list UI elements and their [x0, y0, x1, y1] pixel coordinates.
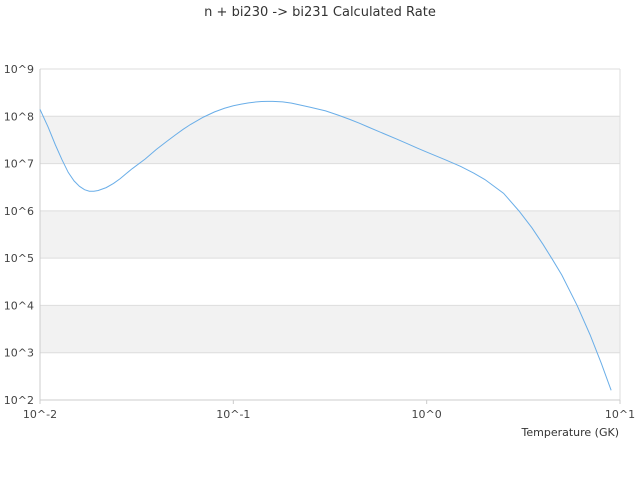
background-band [40, 116, 620, 164]
y-tick-label: 10^8 [4, 110, 34, 123]
y-tick-label: 10^9 [4, 63, 34, 76]
rate-series-line [39, 100, 612, 391]
y-tick-label: 10^5 [4, 252, 34, 265]
x-tick-label: 10^1 [605, 408, 635, 421]
background-band [40, 210, 620, 259]
y-tick-label: 10^3 [4, 347, 34, 360]
axes [39, 69, 621, 404]
x-tick-label: 10^-2 [23, 408, 57, 421]
y-tick-label: 10^6 [4, 205, 34, 218]
x-tick-label: 10^0 [412, 408, 442, 421]
y-tick-label: 10^7 [4, 158, 34, 171]
x-tick-label: 10^-1 [216, 408, 250, 421]
gridlines [40, 68, 620, 401]
background-bands [40, 116, 620, 353]
x-axis-label: Temperature (GK) [521, 426, 620, 439]
background-band [40, 305, 620, 353]
y-tick-label: 10^2 [4, 394, 34, 407]
y-tick-label: 10^4 [4, 299, 34, 312]
tick-labels: 10^2 10^3 10^4 10^5 10^6 10^7 10^8 10^9 10^-2 10^… [4, 63, 635, 421]
plot-area [39, 100, 612, 391]
chart-title: n + bi230 -> bi231 Calculated Rate [204, 5, 436, 20]
